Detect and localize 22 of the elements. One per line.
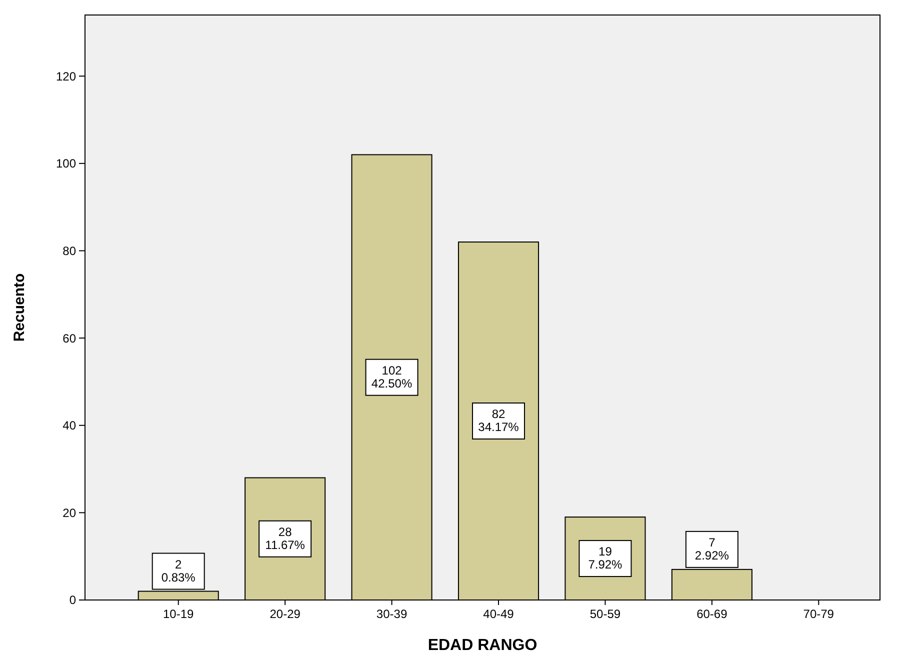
x-tick-label: 70-79 [803, 607, 834, 621]
data-label: 19 7.92% [588, 544, 623, 572]
x-axis-title: EDAD RANGO [428, 637, 538, 654]
x-tick-label: 30-39 [376, 607, 408, 621]
y-tick-label: 80 [62, 244, 76, 258]
data-label: 28 11.67% [265, 524, 306, 552]
x-tick-label: 20-29 [270, 607, 301, 621]
y-tick-label: 60 [62, 331, 76, 346]
y-tick-label: 40 [62, 418, 76, 433]
y-tick-label: 120 [56, 69, 76, 84]
data-label: 2 0.83% [161, 557, 196, 584]
x-tick-label: 50-59 [590, 607, 621, 621]
x-tick-label: 60-69 [696, 607, 728, 621]
x-tick-label: 10-19 [163, 607, 194, 621]
x-tick-label: 40-49 [483, 607, 514, 621]
y-axis-title: Recuento [11, 273, 28, 342]
y-tick-label: 20 [62, 506, 76, 520]
data-label: 82 34.17% [478, 407, 520, 434]
data-label: 7 2.92% [694, 535, 730, 562]
y-tick-label: 0 [69, 593, 76, 608]
data-label: 102 42.50% [371, 363, 412, 390]
y-tick-label: 100 [56, 156, 76, 171]
